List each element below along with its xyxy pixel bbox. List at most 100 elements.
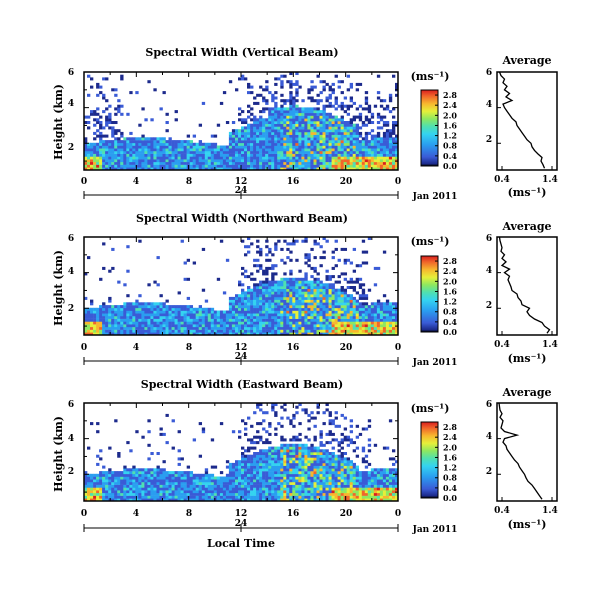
heatmap-cell bbox=[314, 107, 317, 110]
heatmap-cell bbox=[335, 302, 338, 305]
heatmap-cell bbox=[317, 118, 320, 121]
heatmap-cell bbox=[353, 154, 356, 157]
heatmap-cell bbox=[371, 137, 374, 140]
heatmap-cell bbox=[359, 162, 362, 165]
heatmap-cell bbox=[268, 143, 271, 146]
heatmap-cell bbox=[193, 151, 196, 154]
heatmap-cell bbox=[307, 121, 310, 124]
heatmap-cell bbox=[259, 308, 262, 311]
heatmap-cell bbox=[114, 493, 117, 496]
heatmap-cell bbox=[105, 154, 108, 157]
heatmap-cell bbox=[304, 324, 307, 327]
heatmap-cell bbox=[199, 485, 202, 488]
heatmap-cell bbox=[271, 118, 274, 121]
heatmap-cell bbox=[271, 165, 274, 168]
heatmap-cell bbox=[280, 324, 283, 327]
heatmap-cell bbox=[132, 327, 135, 330]
heatmap-cell bbox=[310, 129, 313, 132]
heatmap-cell bbox=[178, 496, 181, 499]
heatmap-cell bbox=[289, 319, 292, 322]
heatmap-cell bbox=[314, 324, 317, 327]
heatmap-cell bbox=[350, 156, 353, 159]
heatmap-cell bbox=[353, 137, 356, 140]
heatmap-cell bbox=[335, 319, 338, 322]
heatmap-cell bbox=[371, 313, 374, 316]
heatmap-cell bbox=[157, 496, 160, 499]
heatmap-cell bbox=[335, 316, 338, 319]
heatmap-cell bbox=[238, 146, 241, 149]
heatmap-cell bbox=[169, 137, 172, 140]
heatmap-cell bbox=[359, 146, 362, 149]
heatmap-cell bbox=[157, 485, 160, 488]
heatmap-cell bbox=[256, 493, 259, 496]
heatmap-cell bbox=[292, 154, 295, 157]
heatmap-cell bbox=[208, 496, 211, 499]
heatmap-cell bbox=[304, 466, 307, 469]
heatmap-cell bbox=[138, 313, 141, 316]
heatmap-cell bbox=[217, 477, 220, 480]
heatmap-cell bbox=[332, 300, 335, 303]
heatmap-cell bbox=[262, 165, 265, 168]
heatmap-cell bbox=[338, 302, 341, 305]
heatmap-cell bbox=[220, 487, 223, 490]
heatmap-cell bbox=[232, 485, 235, 488]
heatmap-cell bbox=[365, 294, 368, 297]
heatmap-cell bbox=[250, 242, 253, 245]
heatmap-cell bbox=[220, 151, 223, 154]
heatmap-cell bbox=[226, 148, 229, 151]
heatmap-cell bbox=[392, 165, 395, 168]
heatmap-cell bbox=[265, 327, 268, 330]
heatmap-cell bbox=[105, 471, 108, 474]
heatmap-cell bbox=[380, 118, 383, 121]
heatmap-cell bbox=[265, 270, 268, 273]
heatmap-cell bbox=[117, 151, 120, 154]
average-x-tick-label: 1.4 bbox=[542, 340, 558, 350]
heatmap-cell bbox=[329, 278, 332, 281]
heatmap-cell bbox=[108, 311, 111, 314]
heatmap-cell bbox=[214, 165, 217, 168]
heatmap-cell bbox=[265, 487, 268, 490]
heatmap-cell bbox=[295, 121, 298, 124]
heatmap-cell bbox=[320, 313, 323, 316]
heatmap-cell bbox=[274, 490, 277, 493]
heatmap-cell bbox=[277, 240, 280, 243]
heatmap-cell bbox=[211, 321, 214, 324]
heatmap-cell bbox=[326, 308, 329, 311]
heatmap-cell bbox=[280, 151, 283, 154]
heatmap-cell bbox=[181, 143, 184, 146]
heatmap-cell bbox=[181, 457, 184, 460]
heatmap-cell bbox=[268, 248, 271, 251]
heatmap-cell bbox=[307, 256, 310, 259]
heatmap-cell bbox=[304, 132, 307, 135]
heatmap-cell bbox=[196, 143, 199, 146]
heatmap-cell bbox=[289, 83, 292, 86]
heatmap-cell bbox=[129, 156, 132, 159]
heatmap-cell bbox=[341, 327, 344, 330]
heatmap-cell bbox=[301, 482, 304, 485]
heatmap-cell bbox=[93, 313, 96, 316]
heatmap-cell bbox=[374, 302, 377, 305]
heatmap-cell bbox=[283, 132, 286, 135]
heatmap-cell bbox=[196, 496, 199, 499]
heatmap-cell bbox=[389, 308, 392, 311]
heatmap-cell bbox=[232, 493, 235, 496]
heatmap-cell bbox=[292, 137, 295, 140]
heatmap-cell bbox=[274, 487, 277, 490]
heatmap-cell bbox=[329, 327, 332, 330]
heatmap-cell bbox=[277, 154, 280, 157]
heatmap-cell bbox=[105, 316, 108, 319]
heatmap-cell bbox=[326, 289, 329, 292]
heatmap-cell bbox=[304, 319, 307, 322]
heatmap-cell bbox=[111, 311, 114, 314]
heatmap-cell bbox=[326, 99, 329, 102]
heatmap-cell bbox=[141, 487, 144, 490]
heatmap-cell bbox=[307, 118, 310, 121]
heatmap-cell bbox=[323, 107, 326, 110]
heatmap-cell bbox=[292, 496, 295, 499]
heatmap-cell bbox=[132, 156, 135, 159]
heatmap-cell bbox=[163, 151, 166, 154]
heatmap-cell bbox=[90, 311, 93, 314]
heatmap-cell bbox=[244, 137, 247, 140]
heatmap-cell bbox=[317, 94, 320, 97]
heatmap-cell bbox=[226, 327, 229, 330]
